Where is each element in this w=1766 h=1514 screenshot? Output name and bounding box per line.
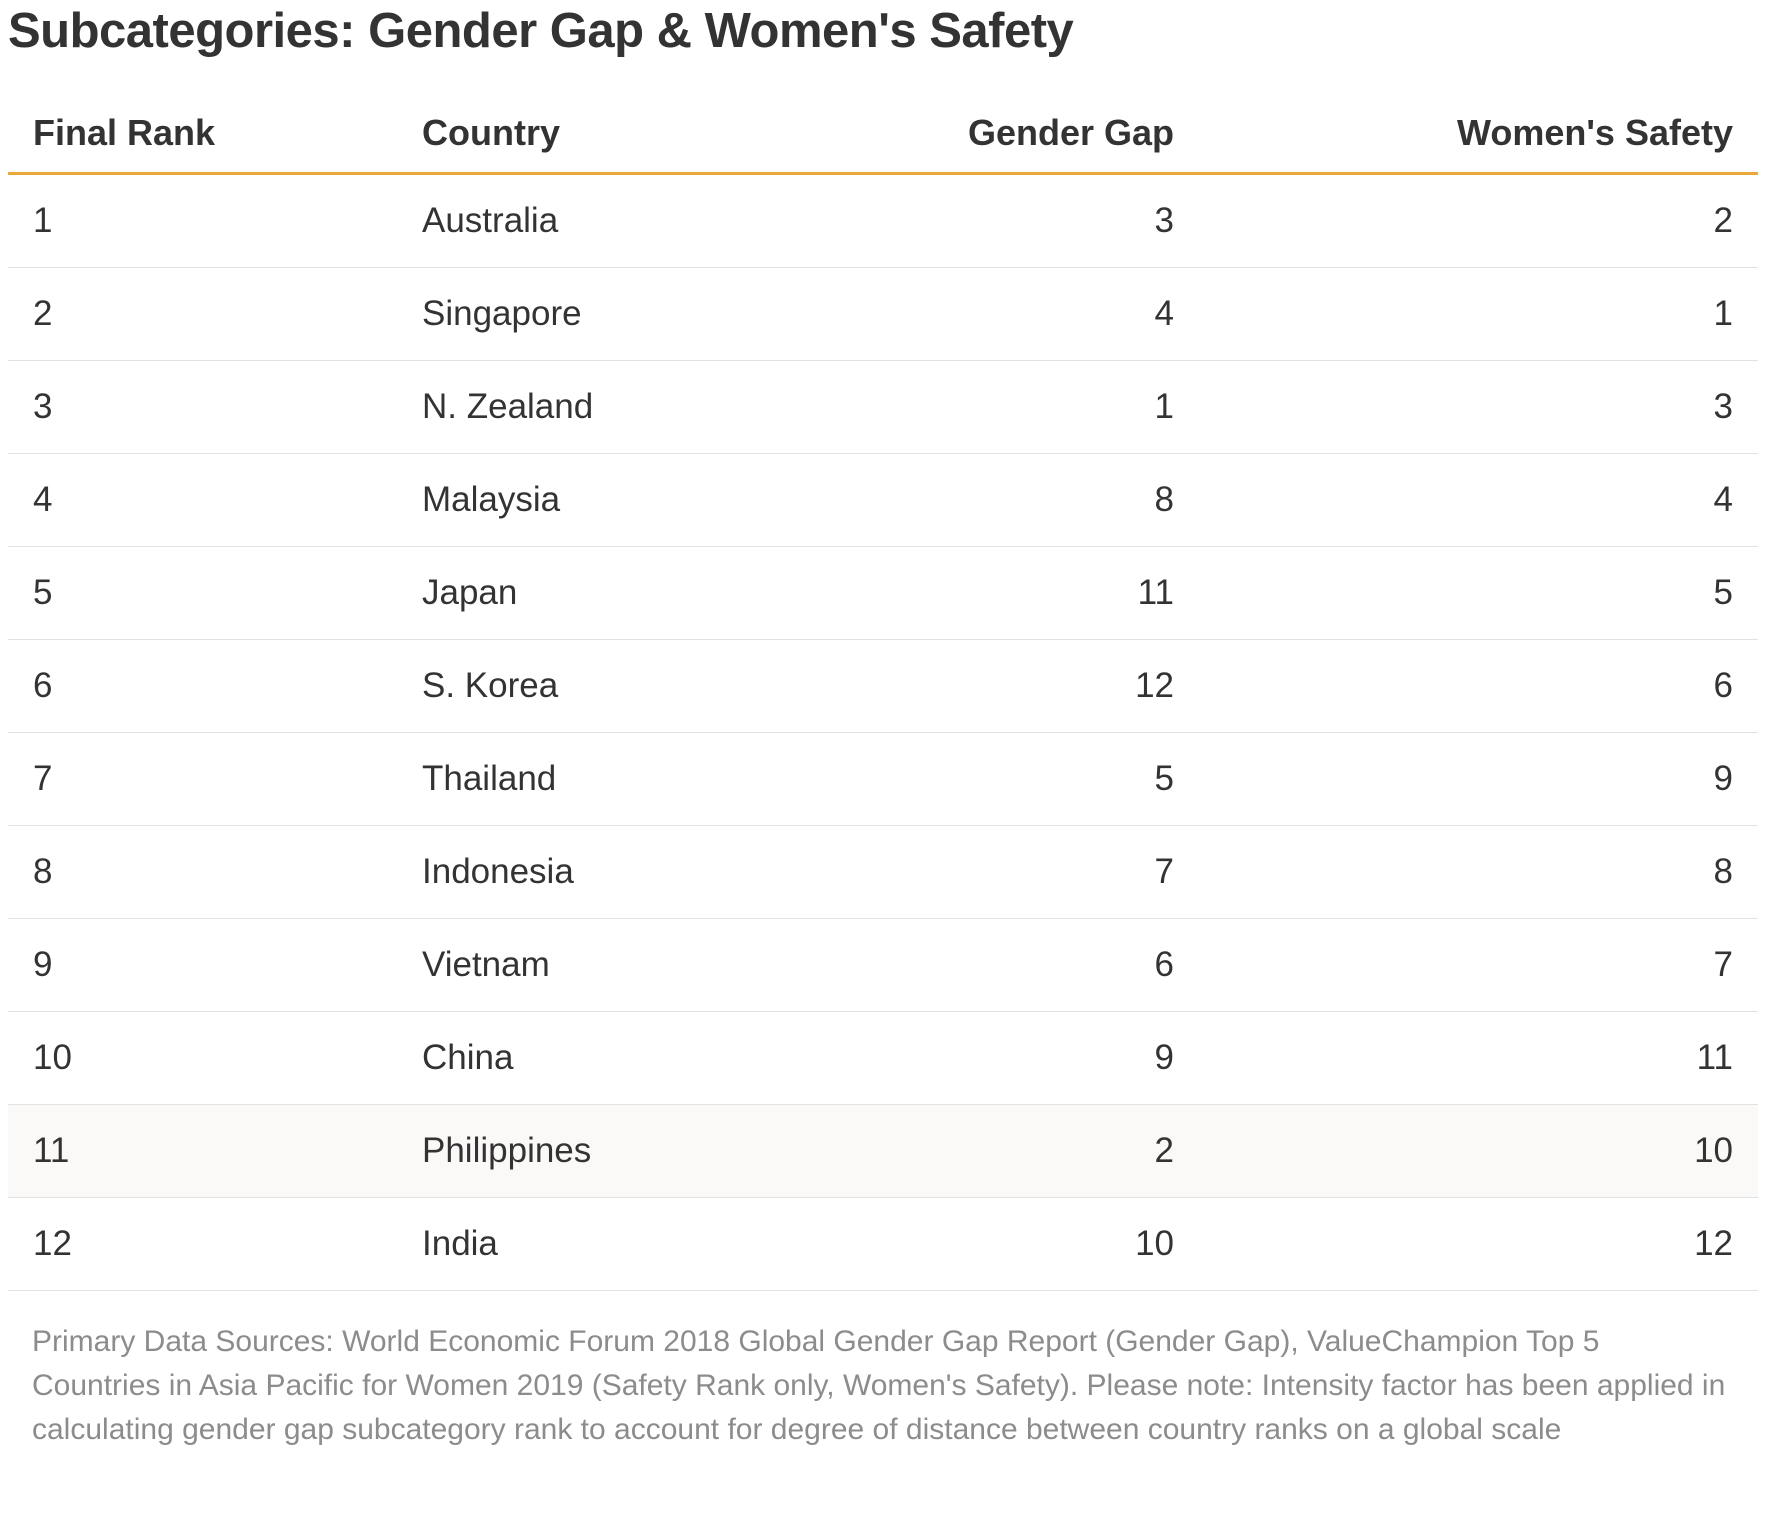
country-cell: China xyxy=(422,1038,514,1077)
rank-cell: 12 xyxy=(33,1224,72,1263)
womens-safety-cell: 12 xyxy=(1694,1224,1733,1263)
table-row: 2 Singapore 4 1 xyxy=(8,268,1758,361)
rank-cell: 6 xyxy=(33,666,53,705)
country-cell: Thailand xyxy=(422,759,557,798)
country-cell: Japan xyxy=(422,573,518,612)
rank-cell: 9 xyxy=(33,945,53,984)
womens-safety-cell: 10 xyxy=(1694,1131,1733,1170)
gender-gap-cell: 1 xyxy=(1154,387,1174,426)
gender-gap-cell: 12 xyxy=(1135,666,1174,705)
country-cell: Malaysia xyxy=(422,480,561,519)
country-cell: S. Korea xyxy=(422,666,559,705)
chart-title: Subcategories: Gender Gap & Women's Safe… xyxy=(8,4,1074,58)
womens-safety-cell: 5 xyxy=(1713,573,1733,612)
womens-safety-cell: 4 xyxy=(1713,480,1733,519)
country-cell: N. Zealand xyxy=(422,387,594,426)
table-row: 12 India 10 12 xyxy=(8,1198,1758,1291)
rank-cell: 3 xyxy=(33,387,53,426)
womens-safety-cell: 6 xyxy=(1713,666,1733,705)
table-row: 1 Australia 3 2 xyxy=(8,175,1758,268)
gender-gap-cell: 6 xyxy=(1154,945,1174,984)
gender-gap-cell: 3 xyxy=(1154,201,1174,240)
country-cell: Vietnam xyxy=(422,945,550,984)
header-country: Country xyxy=(422,112,560,153)
gender-gap-cell: 7 xyxy=(1154,852,1174,891)
gender-gap-cell: 4 xyxy=(1154,294,1174,333)
rank-cell: 4 xyxy=(33,480,53,519)
womens-safety-cell: 11 xyxy=(1696,1038,1733,1077)
rank-table: Final Rank Country Gender Gap Women's Sa… xyxy=(8,100,1758,1291)
header-gender-gap: Gender Gap xyxy=(967,112,1174,153)
country-cell: Australia xyxy=(422,201,559,240)
table-row: 11 Philippines 2 10 xyxy=(8,1105,1758,1198)
table-row: 3 N. Zealand 1 3 xyxy=(8,361,1758,454)
country-cell: Indonesia xyxy=(422,852,574,891)
womens-safety-cell: 1 xyxy=(1713,294,1733,333)
womens-safety-cell: 8 xyxy=(1713,852,1733,891)
table-body: 1 Australia 3 2 2 Singapore 4 1 3 N. Zealand 1 3 4 Ma… xyxy=(8,175,1758,1291)
table-row: 6 S. Korea 12 6 xyxy=(8,640,1758,733)
footnote: Primary Data Sources: World Economic For… xyxy=(32,1325,1726,1446)
table-row: 5 Japan 11 5 xyxy=(8,547,1758,640)
womens-safety-cell: 9 xyxy=(1713,759,1733,798)
country-cell: Philippines xyxy=(422,1131,592,1170)
womens-safety-cell: 7 xyxy=(1713,945,1733,984)
womens-safety-cell: 3 xyxy=(1713,387,1733,426)
rank-cell: 10 xyxy=(33,1038,72,1077)
gender-gap-cell: 9 xyxy=(1154,1038,1174,1077)
table-row: 4 Malaysia 8 4 xyxy=(8,454,1758,547)
table-row: 8 Indonesia 7 8 xyxy=(8,826,1758,919)
rank-cell: 5 xyxy=(33,573,53,612)
rank-cell: 2 xyxy=(33,294,53,333)
table-row: 9 Vietnam 6 7 xyxy=(8,919,1758,1012)
table-row: 7 Thailand 5 9 xyxy=(8,733,1758,826)
header-womens-safety: Women's Safety xyxy=(1457,112,1733,153)
rank-cell: 8 xyxy=(33,852,53,891)
rank-cell: 7 xyxy=(33,759,53,798)
rank-cell: 1 xyxy=(33,201,53,240)
country-cell: Singapore xyxy=(422,294,582,333)
table-row: 10 China 9 11 xyxy=(8,1012,1758,1105)
womens-safety-cell: 2 xyxy=(1713,201,1733,240)
table-header: Final Rank Country Gender Gap Women's Sa… xyxy=(8,100,1758,175)
gender-gap-cell: 11 xyxy=(1137,573,1174,612)
gender-gap-cell: 5 xyxy=(1154,759,1174,798)
header-final-rank: Final Rank xyxy=(33,112,216,153)
gender-gap-cell: 2 xyxy=(1154,1131,1174,1170)
rank-cell: 11 xyxy=(33,1131,70,1170)
gender-gap-cell: 8 xyxy=(1154,480,1174,519)
gender-gap-cell: 10 xyxy=(1135,1224,1174,1263)
country-cell: India xyxy=(422,1224,498,1263)
